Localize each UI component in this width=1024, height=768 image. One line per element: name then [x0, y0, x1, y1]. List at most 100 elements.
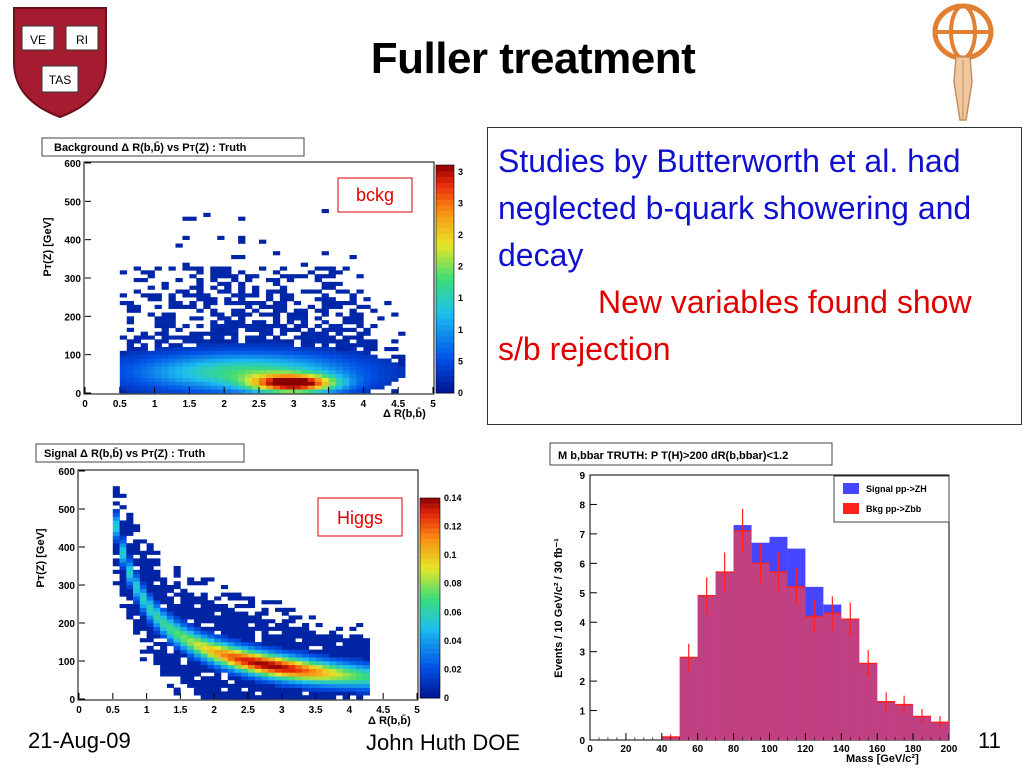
bckg-cell [224, 266, 232, 271]
higgs-cell [112, 581, 120, 586]
bckg-cell [300, 366, 309, 371]
higgs-cell [349, 668, 357, 673]
bckg-cell [307, 373, 315, 378]
higgs-cell [275, 642, 283, 647]
bckg-cell [300, 343, 309, 348]
higgs-palette-step [420, 593, 440, 599]
higgs-cell [275, 657, 283, 662]
bckg-cell [210, 285, 218, 290]
bckg-cell [342, 320, 350, 325]
higgs-cell [248, 672, 256, 677]
higgs-cell [146, 562, 154, 567]
bckg-cell [342, 370, 350, 375]
bckg-palette-step [436, 210, 454, 217]
bckg-cell [321, 377, 329, 382]
bckg-cell [335, 324, 343, 329]
bckg-cell [328, 266, 336, 271]
higgs-cell [356, 657, 364, 662]
higgs-cell [146, 543, 154, 548]
higgs-cell [139, 626, 147, 631]
bckg-cell [168, 312, 176, 317]
higgs-cell [166, 626, 174, 631]
bckg-cell [224, 289, 232, 294]
higgs-cell [153, 604, 161, 609]
higgs-cell [220, 691, 229, 696]
higgs-cell [153, 573, 161, 578]
bckg-cell [168, 389, 176, 394]
higgs-cell [207, 577, 215, 582]
bckg-cell [370, 343, 378, 348]
higgs-palette-step [420, 568, 440, 574]
bckg-cell [154, 324, 162, 329]
bckg-cell [356, 389, 364, 394]
mass-x-tick-label: 80 [728, 744, 740, 755]
higgs-cell [160, 657, 168, 662]
bckg-cell [307, 370, 315, 375]
bckg-cell [189, 216, 197, 221]
higgs-palette-step [420, 503, 440, 509]
bckg-cell [356, 289, 364, 294]
bckg-cell [272, 281, 281, 286]
bckg-cell [349, 358, 357, 363]
higgs-cell [200, 657, 208, 662]
higgs-y-tick-label: 600 [58, 467, 75, 478]
bckg-cell [300, 289, 309, 294]
higgs-cell [268, 645, 276, 650]
bckg-cell [182, 304, 190, 309]
bckg-palette-step [436, 170, 454, 177]
higgs-cell [254, 672, 262, 677]
bckg-cell [370, 381, 378, 386]
bckg-cell [314, 331, 322, 336]
higgs-cell [342, 687, 350, 692]
bckg-cell [210, 343, 218, 348]
higgs-cell [248, 649, 256, 654]
bckg-cell [189, 331, 197, 336]
bckg-cell [238, 354, 246, 359]
higgs-cell [281, 680, 289, 685]
higgs-cell [241, 691, 249, 696]
higgs-cell [234, 626, 242, 631]
higgs-cell [220, 649, 229, 654]
bckg-cell [335, 370, 343, 375]
bckg-cell [300, 362, 309, 367]
bckg-cell [314, 324, 322, 329]
higgs-cell [193, 664, 201, 669]
bckg-cell [342, 327, 350, 332]
bckg-cell [252, 308, 260, 313]
bckg-cell [398, 331, 406, 336]
bckg-cell [210, 389, 218, 394]
bckg-cell [154, 293, 162, 298]
higgs-cell [126, 596, 134, 601]
higgs-cell [248, 642, 256, 647]
higgs-cell [261, 607, 269, 612]
bckg-palette-step [436, 261, 454, 269]
higgs-cell [207, 695, 215, 700]
bckg-y-tick-label: 0 [75, 389, 81, 400]
bckg-cell [196, 281, 204, 286]
higgs-cell [295, 683, 303, 688]
bckg-cell [279, 381, 288, 386]
bckg-cell [265, 293, 274, 298]
bckg-cell [210, 297, 218, 302]
bckg-cell [272, 347, 281, 352]
higgs-cell [133, 592, 141, 597]
higgs-cell [187, 634, 195, 639]
higgs-cell [153, 626, 161, 631]
bckg-cell [307, 354, 315, 359]
higgs-cell [139, 588, 147, 593]
mass-y-tick-label: 5 [579, 589, 585, 600]
higgs-cell [166, 661, 174, 666]
higgs-cell [227, 619, 235, 624]
higgs-cell [146, 630, 154, 635]
bckg-cell [335, 354, 343, 359]
bckg-cell [224, 358, 232, 363]
higgs-cell [329, 695, 337, 700]
bckg-cell [363, 381, 371, 386]
higgs-cell [335, 687, 343, 692]
higgs-cell [193, 626, 201, 631]
bckg-cell [328, 324, 336, 329]
bckg-cell [293, 373, 302, 378]
bckg-cell [328, 366, 336, 371]
higgs-palette-step [420, 513, 440, 519]
bckg-palette-step [436, 370, 454, 377]
